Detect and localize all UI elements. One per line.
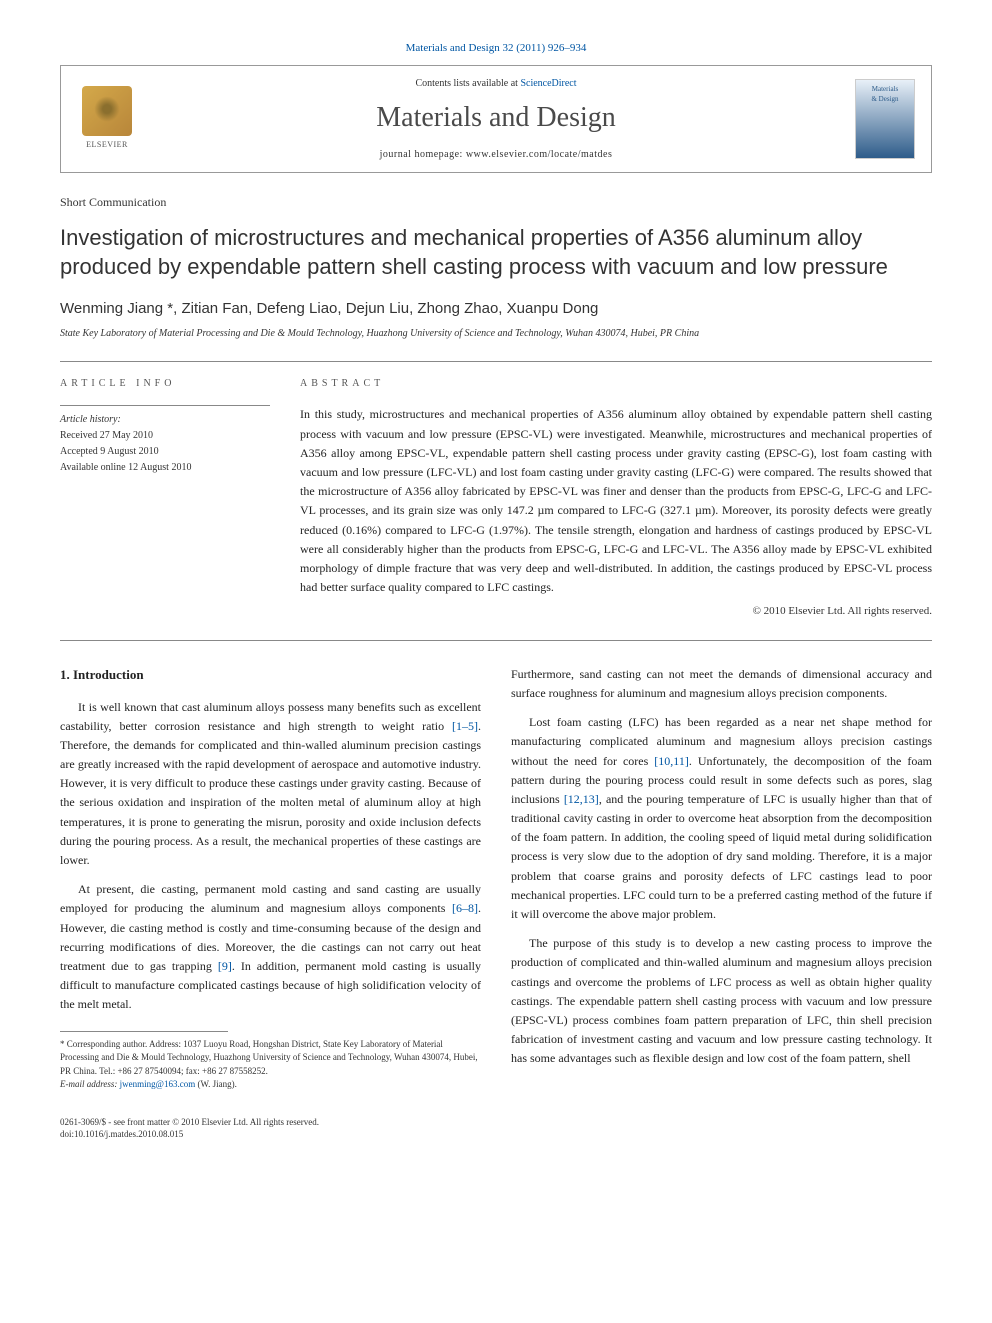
rp2-c: , and the pouring temperature of LFC is … xyxy=(511,792,932,921)
body-left-column: 1. Introduction It is well known that ca… xyxy=(60,665,481,1092)
p1-part-b: . Therefore, the demands for complicated… xyxy=(60,719,481,867)
intro-p1: It is well known that cast aluminum allo… xyxy=(60,698,481,871)
affiliation: State Key Laboratory of Material Process… xyxy=(60,326,932,341)
online-date: Available online 12 August 2010 xyxy=(60,460,270,476)
contents-line: Contents lists available at ScienceDirec… xyxy=(137,76,855,91)
corresponding-footnote: * Corresponding author. Address: 1037 Lu… xyxy=(60,1038,481,1092)
ref-1-5[interactable]: [1–5] xyxy=(452,719,478,733)
homepage-line: journal homepage: www.elsevier.com/locat… xyxy=(137,147,855,162)
body-right-column: Furthermore, sand casting can not meet t… xyxy=(511,665,932,1092)
intro-p2: At present, die casting, permanent mold … xyxy=(60,880,481,1014)
front-matter-line: 0261-3069/$ - see front matter © 2010 El… xyxy=(60,1116,932,1129)
contents-prefix: Contents lists available at xyxy=(415,78,520,89)
body-columns: 1. Introduction It is well known that ca… xyxy=(60,665,932,1092)
author-list: Wenming Jiang *, Zitian Fan, Defeng Liao… xyxy=(60,300,598,317)
ref-6-8[interactable]: [6–8] xyxy=(452,901,478,915)
elsevier-logo: ELSEVIER xyxy=(77,84,137,154)
info-abstract-row: ARTICLE INFO Article history: Received 2… xyxy=(60,376,932,619)
journal-name: Materials and Design xyxy=(137,97,855,139)
right-p3: The purpose of this study is to develop … xyxy=(511,934,932,1068)
ref-9[interactable]: [9] xyxy=(218,959,232,973)
article-title: Investigation of microstructures and mec… xyxy=(60,223,932,282)
email-suffix: (W. Jiang). xyxy=(195,1079,237,1089)
divider xyxy=(60,361,932,362)
elsevier-tree-icon xyxy=(82,86,132,136)
ref-12-13[interactable]: [12,13] xyxy=(564,792,599,806)
abstract-text: In this study, microstructures and mecha… xyxy=(300,405,932,597)
ref-10-11[interactable]: [10,11] xyxy=(654,754,689,768)
doi-line: doi:10.1016/j.matdes.2010.08.015 xyxy=(60,1128,932,1141)
journal-cover-thumb: Materials & Design xyxy=(855,79,915,159)
citation-line: Materials and Design 32 (2011) 926–934 xyxy=(60,40,932,57)
journal-header: ELSEVIER Contents lists available at Sci… xyxy=(60,65,932,173)
section-label: Short Communication xyxy=(60,193,932,211)
elsevier-label: ELSEVIER xyxy=(86,139,128,151)
footnote-text: * Corresponding author. Address: 1037 Lu… xyxy=(60,1038,481,1079)
header-center: Contents lists available at ScienceDirec… xyxy=(137,76,855,162)
right-p2: Lost foam casting (LFC) has been regarde… xyxy=(511,713,932,924)
received-date: Received 27 May 2010 xyxy=(60,428,270,444)
cover-line2: & Design xyxy=(871,94,898,105)
email-label: E-mail address: xyxy=(60,1079,120,1089)
p1-part-a: It is well known that cast aluminum allo… xyxy=(60,700,481,733)
p2-part-a: At present, die casting, permanent mold … xyxy=(60,882,481,915)
article-info-heading: ARTICLE INFO xyxy=(60,376,270,391)
right-p1: Furthermore, sand casting can not meet t… xyxy=(511,665,932,703)
accepted-date: Accepted 9 August 2010 xyxy=(60,444,270,460)
article-info-column: ARTICLE INFO Article history: Received 2… xyxy=(60,376,270,619)
abstract-column: ABSTRACT In this study, microstructures … xyxy=(300,376,932,619)
divider xyxy=(60,640,932,641)
footnote-divider xyxy=(60,1031,228,1032)
intro-heading: 1. Introduction xyxy=(60,665,481,686)
email-link[interactable]: jwenming@163.com xyxy=(120,1079,196,1089)
footnote-email-line: E-mail address: jwenming@163.com (W. Jia… xyxy=(60,1078,481,1092)
abstract-copyright: © 2010 Elsevier Ltd. All rights reserved… xyxy=(300,603,932,620)
abstract-heading: ABSTRACT xyxy=(300,376,932,391)
authors: Wenming Jiang *, Zitian Fan, Defeng Liao… xyxy=(60,298,932,321)
sciencedirect-link[interactable]: ScienceDirect xyxy=(520,78,576,89)
article-history-block: Article history: Received 27 May 2010 Ac… xyxy=(60,405,270,476)
history-label: Article history: xyxy=(60,412,270,428)
page-footer: 0261-3069/$ - see front matter © 2010 El… xyxy=(60,1116,932,1141)
cover-line1: Materials xyxy=(872,84,898,95)
